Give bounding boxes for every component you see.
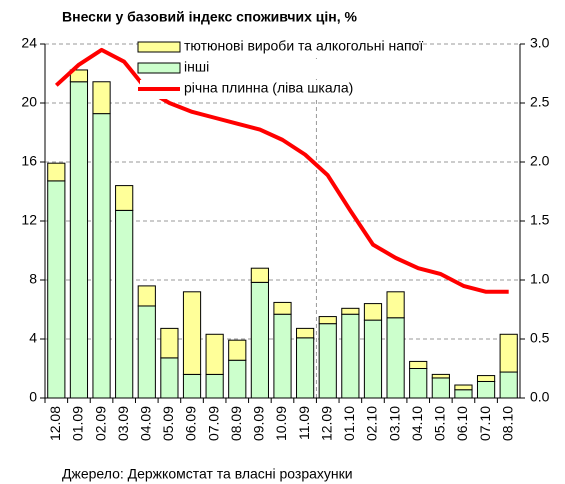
y2-tick-label: 0.5 [530, 330, 550, 346]
x-tick-label: 08.09 [228, 406, 244, 441]
x-tick-label: 10.09 [273, 406, 289, 441]
bar [363, 303, 383, 321]
bar [115, 209, 134, 399]
bar [115, 185, 134, 211]
bar [318, 316, 337, 325]
line [54, 47, 509, 294]
bar [137, 285, 156, 307]
x-tick-label: 03.10 [386, 406, 402, 441]
x-tick-label: 11.09 [296, 406, 312, 440]
bar [454, 384, 473, 391]
bar [228, 359, 247, 399]
legend-bg [140, 59, 410, 78]
legend-bg [140, 38, 410, 57]
legend-label: інші [184, 59, 209, 75]
legend-bg [140, 80, 410, 99]
legend-swatch [137, 41, 181, 53]
x-tick-label: 12.08 [47, 406, 63, 441]
bar [250, 267, 269, 283]
x-tick-label: 05.09 [160, 406, 176, 441]
bar [341, 313, 360, 399]
source: Джерело: Держкомстат та власні розрахунк… [62, 466, 353, 482]
legend-swatch [137, 62, 181, 74]
x-tick-label: 06.10 [454, 406, 470, 441]
x-tick-label: 08.10 [499, 406, 515, 441]
bar [386, 317, 405, 399]
x-tick-label: 04.10 [409, 406, 425, 441]
bar [409, 360, 428, 370]
x-tick-label: 01.09 [70, 406, 86, 441]
bar [363, 319, 383, 399]
bar [205, 373, 224, 399]
bar [386, 291, 405, 319]
bar [341, 307, 360, 315]
bar [92, 113, 111, 399]
bar [431, 373, 450, 379]
x-tick-label: 02.10 [364, 406, 380, 441]
bar [160, 357, 179, 399]
y-tick-label: 20 [21, 94, 37, 110]
x-tick-label: 07.10 [477, 406, 493, 441]
bar [273, 313, 292, 399]
bar [69, 69, 89, 83]
y2-tick-label: 3.0 [530, 35, 550, 51]
bar [499, 333, 518, 373]
bar [499, 371, 518, 399]
y2-tick-label: 2.0 [530, 153, 550, 169]
y2-tick-label: 0.0 [530, 389, 550, 405]
y2-tick-label: 1.5 [530, 212, 550, 228]
y-tick-label: 4 [29, 330, 37, 346]
y-tick-label: 8 [29, 271, 37, 287]
bar [182, 373, 202, 399]
x-tick-label: 05.10 [432, 406, 448, 441]
x-tick-label: 03.09 [115, 406, 131, 441]
bar [160, 327, 179, 359]
y-tick-label: 16 [21, 153, 37, 169]
bar [476, 375, 496, 382]
x-tick-label: 04.09 [137, 406, 153, 441]
x-tick-label: 12.09 [318, 406, 334, 441]
bar [69, 81, 89, 399]
bar [296, 337, 315, 399]
bar [228, 339, 247, 361]
bar [47, 162, 66, 182]
x-tick-label: 06.09 [183, 406, 199, 441]
bar [454, 389, 473, 399]
y-tick-label: 24 [21, 35, 37, 51]
legend-label: річна плинна (ліва шкала) [184, 80, 353, 96]
bar [431, 377, 450, 399]
bar [296, 327, 315, 339]
bar [273, 301, 292, 315]
bar [250, 281, 269, 399]
bar [205, 333, 224, 375]
bar [476, 380, 496, 399]
y-tick-label: 0 [29, 389, 37, 405]
y-tick-label: 12 [21, 212, 37, 228]
bar [409, 368, 428, 399]
bar [318, 323, 337, 399]
chart-title: Внески у базовий індекс споживчих цін, % [62, 9, 357, 25]
bar [137, 305, 156, 399]
x-tick-label: 02.09 [92, 406, 108, 441]
x-tick-label: 09.09 [251, 406, 267, 441]
y2-tick-label: 1.0 [530, 271, 550, 287]
x-tick-label: 07.09 [205, 406, 221, 441]
x-tick-label: 01.10 [341, 406, 357, 441]
y2-tick-label: 2.5 [530, 94, 550, 110]
bar [92, 81, 111, 115]
bar [47, 180, 66, 399]
legend-label: тютюнові вироби та алкогольні напої [184, 38, 423, 54]
bar [182, 291, 202, 375]
